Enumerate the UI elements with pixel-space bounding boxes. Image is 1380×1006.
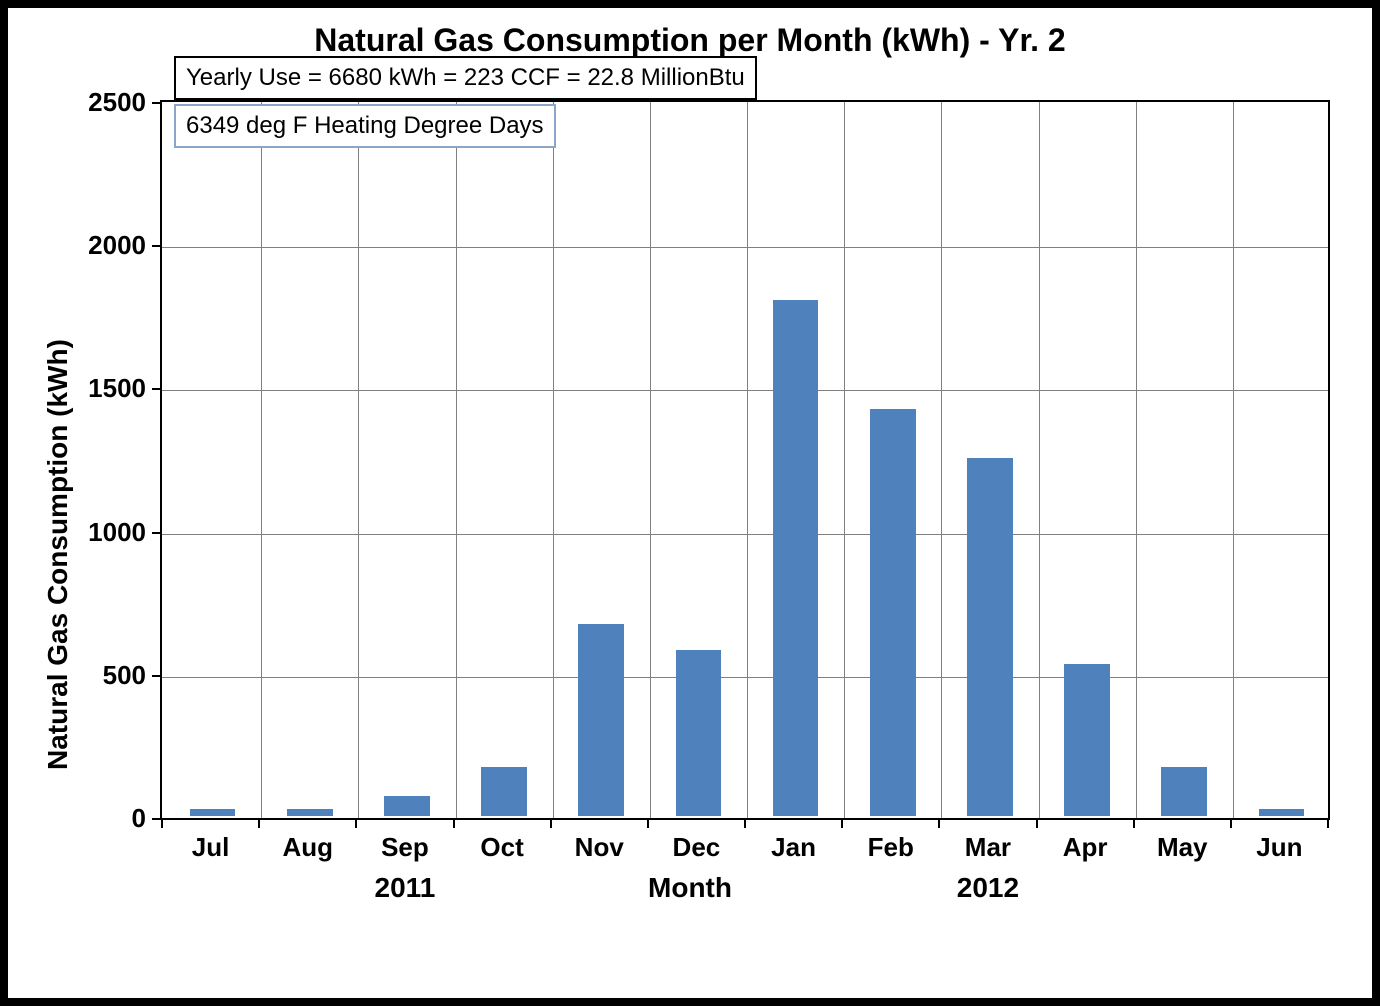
bar xyxy=(287,809,333,816)
x-axis-label: Month xyxy=(8,872,1372,904)
xtick-mark xyxy=(744,820,746,828)
ytick-label: 2500 xyxy=(66,87,146,118)
bar xyxy=(773,300,819,816)
ytick-mark xyxy=(152,675,160,677)
xtick-label: Sep xyxy=(356,832,453,863)
bar xyxy=(676,650,722,816)
bar xyxy=(190,809,236,816)
xtick-label: Feb xyxy=(842,832,939,863)
bar xyxy=(967,458,1013,816)
bar xyxy=(870,409,916,816)
xtick-label: Aug xyxy=(259,832,356,863)
ytick-label: 1500 xyxy=(66,373,146,404)
xtick-label: Dec xyxy=(648,832,745,863)
bar xyxy=(481,767,527,816)
ytick-mark xyxy=(152,245,160,247)
secondary-label-2012: 2012 xyxy=(938,872,1038,904)
grid-h xyxy=(162,534,1328,535)
grid-v xyxy=(261,102,262,818)
xtick-label: Mar xyxy=(939,832,1036,863)
grid-v xyxy=(650,102,651,818)
chart-title: Natural Gas Consumption per Month (kWh) … xyxy=(8,22,1372,59)
ytick-label: 0 xyxy=(66,803,146,834)
ytick-label: 2000 xyxy=(66,230,146,261)
xtick-mark xyxy=(647,820,649,828)
grid-v xyxy=(1136,102,1137,818)
xtick-mark xyxy=(258,820,260,828)
grid-h xyxy=(162,677,1328,678)
chart-outer-frame: Natural Gas Consumption per Month (kWh) … xyxy=(0,0,1380,1006)
xtick-mark xyxy=(938,820,940,828)
xtick-mark xyxy=(1327,820,1329,828)
grid-v xyxy=(941,102,942,818)
bar xyxy=(1259,809,1305,816)
xtick-mark xyxy=(1036,820,1038,828)
xtick-label: Jul xyxy=(162,832,259,863)
grid-h xyxy=(162,247,1328,248)
xtick-mark xyxy=(161,820,163,828)
xtick-mark xyxy=(841,820,843,828)
xtick-label: Jan xyxy=(745,832,842,863)
xtick-label: May xyxy=(1134,832,1231,863)
annotation-hdd: 6349 deg F Heating Degree Days xyxy=(174,104,556,148)
annotation-yearly-use: Yearly Use = 6680 kWh = 223 CCF = 22.8 M… xyxy=(174,56,757,100)
ytick-mark xyxy=(152,102,160,104)
plot-area xyxy=(160,100,1330,820)
xtick-mark xyxy=(550,820,552,828)
grid-v xyxy=(747,102,748,818)
xtick-mark xyxy=(355,820,357,828)
grid-v xyxy=(1233,102,1234,818)
bar xyxy=(384,796,430,816)
xtick-label: Oct xyxy=(454,832,551,863)
bar xyxy=(1064,664,1110,816)
ytick-mark xyxy=(152,818,160,820)
bar xyxy=(1161,767,1207,816)
grid-v xyxy=(358,102,359,818)
xtick-label: Jun xyxy=(1231,832,1328,863)
xtick-mark xyxy=(1230,820,1232,828)
grid-v xyxy=(1039,102,1040,818)
bar xyxy=(578,624,624,816)
secondary-label-2011: 2011 xyxy=(355,872,455,904)
grid-h xyxy=(162,390,1328,391)
xtick-label: Nov xyxy=(551,832,648,863)
grid-v xyxy=(553,102,554,818)
ytick-label: 1000 xyxy=(66,517,146,548)
grid-v xyxy=(844,102,845,818)
xtick-mark xyxy=(1133,820,1135,828)
ytick-label: 500 xyxy=(66,660,146,691)
grid-v xyxy=(456,102,457,818)
xtick-label: Apr xyxy=(1037,832,1134,863)
xtick-mark xyxy=(453,820,455,828)
ytick-mark xyxy=(152,532,160,534)
ytick-mark xyxy=(152,388,160,390)
